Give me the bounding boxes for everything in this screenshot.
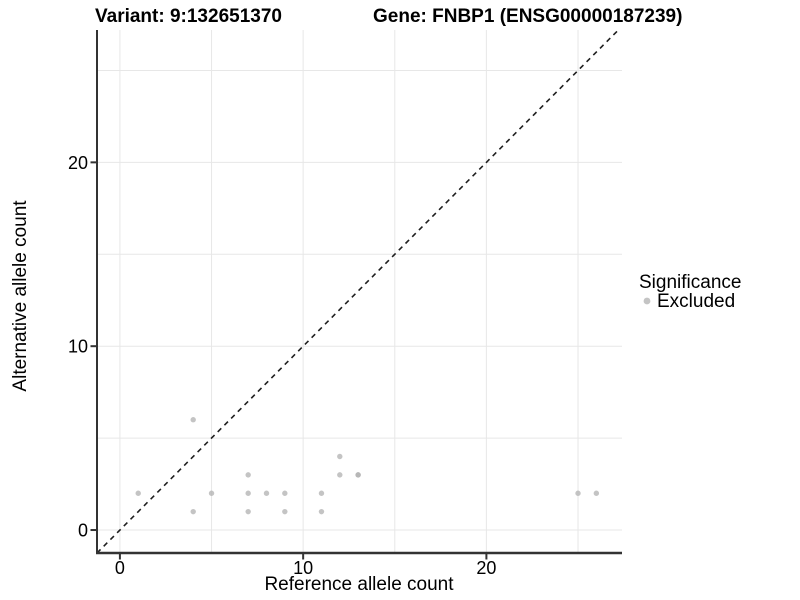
- tick-labels: 0 10 20 0 10 20: [68, 153, 496, 578]
- data-point: [245, 472, 251, 478]
- data-point: [245, 490, 251, 496]
- data-point: [245, 508, 251, 515]
- legend-point-icon: [643, 297, 651, 305]
- plot-title-variant: Variant: 9:132651370: [95, 6, 282, 27]
- legend-title: Significance: [639, 272, 741, 293]
- y-axis-title: Alternative allele count: [10, 200, 31, 392]
- data-point: [190, 417, 196, 423]
- data-point: [337, 453, 343, 460]
- x-tick-label: 20: [476, 558, 496, 578]
- data-point: [190, 508, 196, 515]
- y-tick-label: 20: [68, 153, 88, 173]
- legend-item-label-excluded: Excluded: [657, 291, 735, 312]
- gridlines: [97, 30, 622, 553]
- data-point: [282, 490, 288, 496]
- data-points: [135, 417, 600, 515]
- data-point: [208, 490, 215, 496]
- data-point: [263, 490, 270, 496]
- data-point: [318, 490, 325, 496]
- y-tick-label: 10: [68, 337, 88, 357]
- x-tick-label: 10: [293, 558, 313, 578]
- data-point: [575, 490, 581, 496]
- axes: [90, 30, 622, 560]
- plot-title-gene: Gene: FNBP1 (ENSG00000187239): [373, 6, 682, 27]
- data-point: [593, 490, 600, 496]
- x-tick-label: 0: [115, 558, 125, 578]
- data-point: [135, 490, 141, 496]
- data-point: [282, 508, 288, 515]
- data-point: [337, 472, 343, 478]
- y-tick-label: 0: [78, 521, 88, 541]
- data-point: [318, 508, 325, 515]
- legend: Significance Excluded: [639, 272, 741, 312]
- data-point: [355, 472, 361, 478]
- x-axis-title: Reference allele count: [264, 574, 454, 595]
